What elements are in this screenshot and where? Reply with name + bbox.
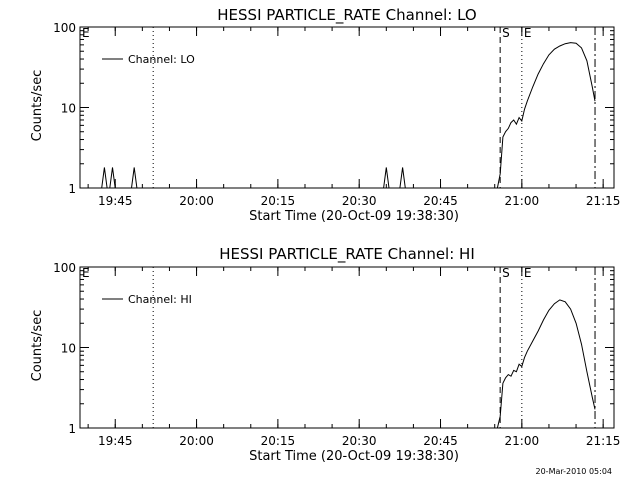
event-marker-label: S [502,26,510,40]
y-tick-label: 1 [68,422,76,436]
x-tick-label: 21:00 [505,194,540,208]
x-tick-label: 20:30 [342,434,377,448]
plot-frame [79,266,615,429]
x-tick-label: 20:45 [423,434,458,448]
event-marker-label: E [82,26,90,40]
legend-label: Channel: HI [128,293,192,306]
chart-title: HESSI PARTICLE_RATE Channel: HI [219,245,475,264]
legend: Channel: HI [102,293,192,306]
x-tick-label: 19:45 [98,194,133,208]
footer-timestamp: 20-Mar-2010 05:04 [536,467,613,476]
y-tick-label: 100 [53,21,76,35]
y-axis-label: Counts/sec [30,70,45,142]
series-line [80,299,596,429]
y-tick-label: 100 [53,261,76,275]
chart-panel-lo: HESSI PARTICLE_RATE Channel: LO 1 10 100 19:… [30,6,620,224]
event-marker-label: E [524,26,532,40]
series-line [80,42,596,189]
legend-label: Channel: LO [128,53,195,66]
y-tick-label: 10 [61,342,76,356]
y-tick-label: 10 [61,102,76,116]
x-tick-label: 21:00 [505,434,540,448]
x-tick-label: 20:00 [179,194,214,208]
event-marker-label: E [82,266,90,280]
x-tick-label: 20:30 [342,194,377,208]
x-tick-label: 21:15 [586,194,621,208]
y-tick-label: 1 [68,182,76,196]
x-tick-label: 20:15 [261,434,296,448]
plot-frame [79,26,615,189]
x-axis-label: Start Time (20-Oct-09 19:38:30) [249,449,459,464]
y-axis-label: Counts/sec [30,310,45,382]
chart-title: HESSI PARTICLE_RATE Channel: LO [217,6,476,25]
chart-panel-hi: HESSI PARTICLE_RATE Channel: HI 1 10 100 19:… [30,245,620,464]
x-tick-label: 20:45 [423,194,458,208]
x-tick-label: 19:45 [98,434,133,448]
legend: Channel: LO [102,53,195,66]
event-marker-label: S [502,266,510,280]
x-axis-label: Start Time (20-Oct-09 19:38:30) [249,209,459,224]
event-marker-label: E [524,266,532,280]
x-tick-label: 20:00 [179,434,214,448]
x-tick-label: 21:15 [586,434,621,448]
x-tick-label: 20:15 [261,194,296,208]
